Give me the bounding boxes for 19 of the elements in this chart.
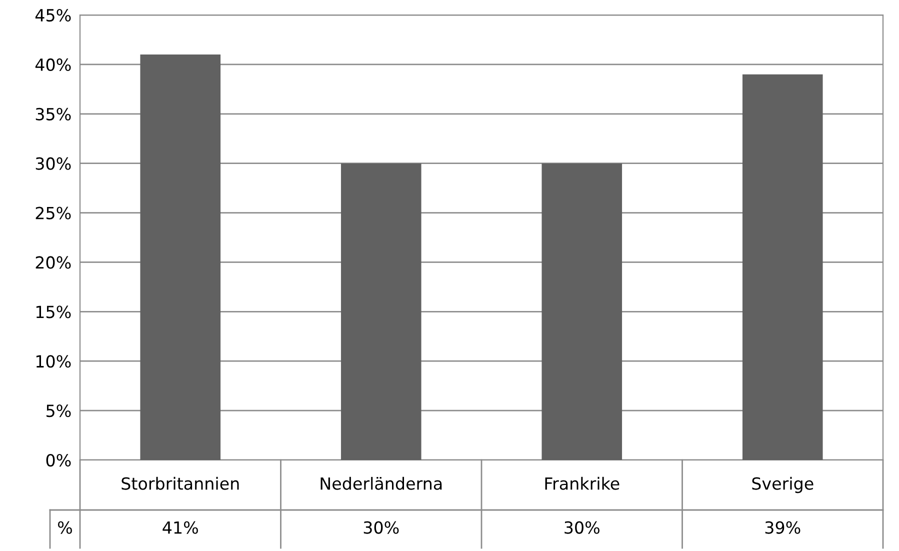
y-tick-label: 15%	[36, 306, 71, 318]
text: %	[58, 521, 72, 534]
x-tick-label: Sverige	[752, 476, 814, 494]
y-tick-label: 10%	[36, 355, 71, 368]
x-tick-label: Nederländerna	[320, 476, 442, 490]
y-tick-label: 5%	[46, 404, 71, 418]
y-tick-label: 35%	[36, 108, 71, 120]
data-label: 30%	[564, 521, 600, 534]
data-label: 39%	[765, 521, 800, 534]
y-tick-label: 40%	[35, 58, 71, 72]
y-tick-label: 45%	[35, 8, 71, 22]
data-label: 41%	[162, 521, 198, 534]
y-tick-label: 30%	[36, 157, 71, 170]
y-tick-label: 0%	[46, 454, 71, 467]
x-tick-label: Storbritannien	[122, 476, 239, 490]
y-tick-label: 20%	[36, 256, 71, 269]
y-tick-label: 25%	[36, 206, 71, 220]
x-tick-label: Frankrike	[545, 476, 620, 490]
data-label: 30%	[364, 521, 399, 534]
